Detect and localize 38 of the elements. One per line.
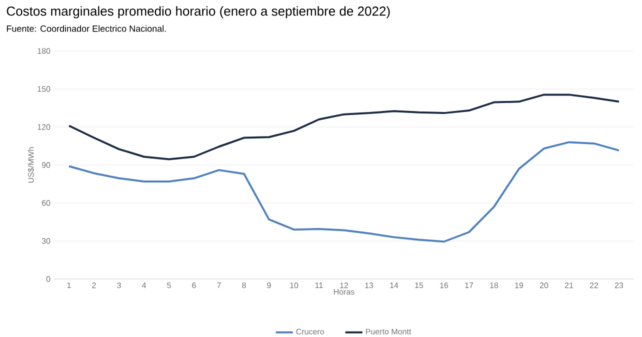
y-axis-title: US$/MWh	[28, 147, 34, 183]
chart-title: Costos marginales promedio horario (enero a septiembre de 2022)	[6, 6, 390, 18]
x-tick-label: 1	[67, 282, 71, 288]
x-tick-label: 10	[290, 282, 298, 288]
line-series	[68, 94, 620, 160]
x-tick-label: 22	[590, 282, 598, 288]
x-tick-label: 7	[217, 282, 221, 288]
x-tick-label: 15	[415, 282, 424, 288]
y-tick-label: 120	[38, 124, 50, 130]
x-tick-label: 14	[390, 282, 398, 288]
x-tick-label: 17	[465, 282, 474, 288]
x-tick-label: 2	[92, 282, 96, 288]
x-tick-label: 16	[440, 282, 448, 288]
x-tick-label: 19	[515, 282, 524, 288]
legend-label: Crucero	[296, 328, 324, 334]
y-tick-label: 90	[42, 162, 50, 168]
x-tick-label: 11	[315, 282, 323, 288]
line-series	[68, 141, 620, 243]
legend-label: Puerto Montt	[366, 328, 412, 334]
x-tick-label: 6	[192, 282, 196, 288]
x-tick-label: 4	[142, 282, 146, 288]
y-tick-label: 30	[42, 238, 50, 244]
x-tick-label: 18	[490, 282, 498, 288]
x-tick-label: 9	[267, 282, 271, 288]
y-tick-label: 180	[38, 48, 50, 54]
x-tick-label: 21	[564, 282, 574, 288]
y-tick-label: 60	[42, 200, 50, 206]
chart-subtitle: Fuente: Coordinador Electrico Nacional.	[6, 25, 166, 32]
y-tick-label: 0	[46, 276, 50, 282]
x-tick-label: 3	[117, 282, 121, 288]
x-axis-title: Horas	[334, 289, 354, 295]
y-tick-label: 150	[38, 86, 50, 92]
x-tick-label: 8	[242, 282, 246, 288]
x-tick-label: 20	[540, 282, 548, 288]
x-tick-label: 23	[614, 282, 624, 288]
x-tick-label: 5	[167, 282, 171, 288]
x-tick-label: 12	[340, 282, 348, 288]
x-tick-label: 13	[365, 282, 374, 288]
